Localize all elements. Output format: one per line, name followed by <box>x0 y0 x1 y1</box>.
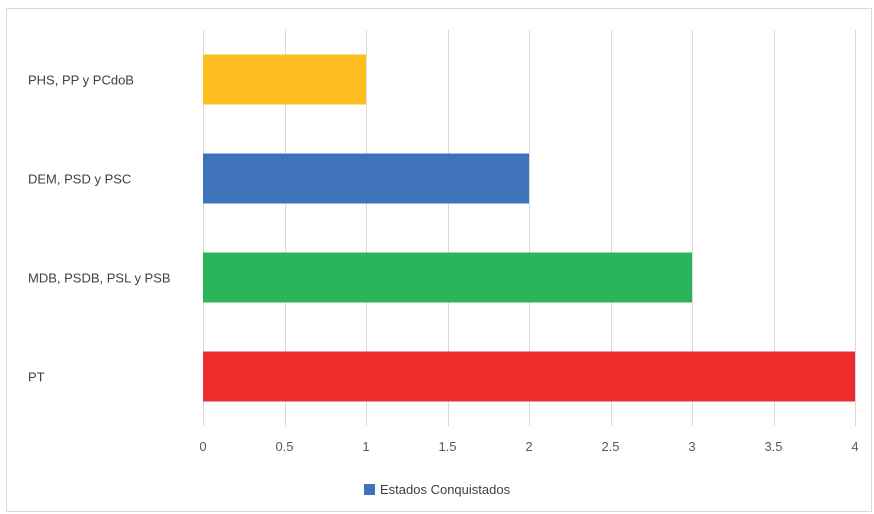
legend-swatch <box>364 484 375 495</box>
category-labels: PHS, PP y PCdoB DEM, PSD y PSC MDB, PSDB, … <box>28 73 171 385</box>
x-tick-label: 4 <box>851 439 858 454</box>
x-tick-label: 1 <box>362 439 369 454</box>
x-axis-tick-labels: 0 0.5 1 1.5 2 2.5 3 3.5 4 <box>199 439 858 454</box>
legend-label: Estados Conquistados <box>380 482 511 497</box>
category-label: DEM, PSD y PSC <box>28 172 131 187</box>
x-tick-label: 2.5 <box>601 439 619 454</box>
bars <box>203 54 855 402</box>
x-tick-label: 2 <box>525 439 532 454</box>
bar <box>203 351 855 402</box>
x-tick-label: 0.5 <box>275 439 293 454</box>
x-tick-label: 3 <box>688 439 695 454</box>
category-label: PHS, PP y PCdoB <box>28 73 134 88</box>
x-tick-label: 3.5 <box>764 439 782 454</box>
category-label: PT <box>28 370 45 385</box>
bar <box>203 153 529 204</box>
x-tick-label: 1.5 <box>438 439 456 454</box>
legend: Estados Conquistados <box>364 482 511 497</box>
x-tick-label: 0 <box>199 439 206 454</box>
bar <box>203 252 692 303</box>
bar <box>203 54 366 105</box>
category-label: MDB, PSDB, PSL y PSB <box>28 271 171 286</box>
